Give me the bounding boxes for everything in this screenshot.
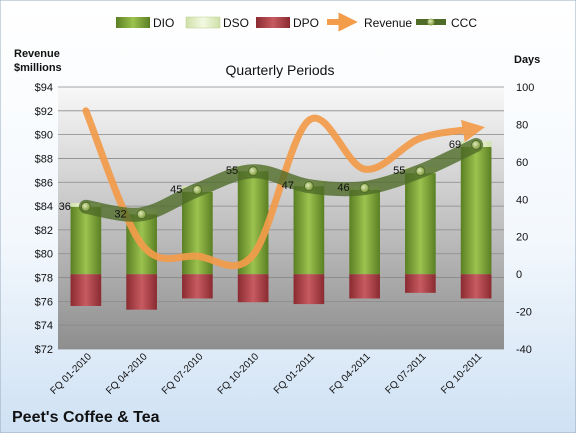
bar-dpo	[460, 274, 492, 299]
legend-swatch-ccc-marker	[427, 18, 435, 26]
bar-dio	[293, 186, 325, 275]
ccc-point	[359, 183, 370, 194]
y-right-tick-label: -40	[516, 344, 532, 356]
legend-swatch-dso	[185, 16, 221, 29]
y-left-tick-label: $92	[35, 106, 53, 118]
legend-swatch-dio	[116, 17, 150, 28]
bars	[70, 141, 492, 310]
y-left-tick-label: $80	[35, 249, 53, 261]
y-right-tick-label: 0	[516, 269, 522, 281]
legend: DIO DSO DPO Revenue CCC	[116, 12, 477, 32]
y-right-tick-label: 40	[516, 194, 528, 206]
legend-label-ccc: CCC	[451, 16, 477, 30]
legend-label-revenue: Revenue	[364, 16, 412, 30]
revenue-series-line	[82, 107, 485, 270]
ccc-point	[415, 166, 426, 177]
y-left-tick-label: $84	[35, 201, 53, 213]
ccc-point	[471, 140, 482, 151]
ccc-point	[192, 184, 203, 195]
y-left-tick-label: $94	[35, 82, 53, 94]
y-right-tick-label: 20	[516, 232, 528, 244]
y-left-tick-label: $82	[35, 225, 53, 237]
y-left-tick-label: $78	[35, 273, 53, 285]
bar-dpo	[405, 274, 436, 293]
ccc-point	[303, 181, 314, 192]
legend-swatch-dpo	[256, 17, 290, 28]
bar-dio	[405, 173, 436, 275]
ccc-line: 36 32 45 55 47 46 55 69	[59, 138, 484, 222]
legend-label-dso: DSO	[223, 16, 249, 30]
y-right-tick-labels: -40 -20 0 20 40 60 80 100	[516, 82, 534, 356]
ccc-data-label: 46	[337, 182, 349, 194]
bar-dpo	[70, 274, 102, 306]
bar-dpo	[349, 274, 380, 299]
revenue-line	[82, 107, 485, 270]
y-right-tick-label: 80	[516, 119, 528, 131]
company-name: Peet's Coffee & Tea	[12, 409, 160, 426]
y-left-tick-label: $76	[35, 296, 53, 308]
bar-dpo	[237, 274, 269, 303]
bar-dio	[70, 206, 102, 275]
y-left-tick-label: $74	[35, 320, 53, 332]
legend-label-dpo: DPO	[293, 16, 319, 30]
y-right-tick-label: 60	[516, 157, 528, 169]
ccc-point	[136, 209, 147, 220]
bar-dpo	[126, 274, 157, 310]
y-left-tick-label: $90	[35, 130, 53, 142]
ccc-point	[248, 166, 259, 177]
y-right-tick-label: 100	[516, 82, 534, 94]
ccc-point	[80, 201, 91, 212]
y-left-tick-labels: $72 $74 $76 $78 $80 $82 $84 $86 $88 $90 $92 $94	[35, 82, 53, 356]
bar-dpo	[293, 274, 325, 305]
y-left-tick-label: $86	[35, 177, 53, 189]
ccc-data-label: 55	[393, 165, 405, 177]
y-left-title-line2: $millions	[14, 62, 62, 74]
bar-dpo	[182, 274, 213, 299]
ccc-data-label: 32	[114, 208, 126, 220]
ccc-data-label: 47	[282, 180, 294, 192]
bar-dio	[460, 146, 492, 275]
y-left-tick-label: $88	[35, 153, 53, 165]
chart-title: Quarterly Periods	[226, 62, 335, 78]
legend-label-dio: DIO	[153, 16, 174, 30]
ccc-data-label: 45	[170, 184, 182, 196]
y-left-title-line1: Revenue	[14, 48, 60, 60]
ccc-data-label: 69	[449, 139, 461, 151]
y-right-title: Days	[514, 54, 540, 66]
ccc-data-label: 55	[226, 165, 238, 177]
bar-dio	[349, 189, 380, 275]
ccc-data-label: 36	[59, 201, 71, 213]
y-left-tick-label: $72	[35, 344, 53, 356]
y-right-tick-label: -20	[516, 307, 532, 319]
